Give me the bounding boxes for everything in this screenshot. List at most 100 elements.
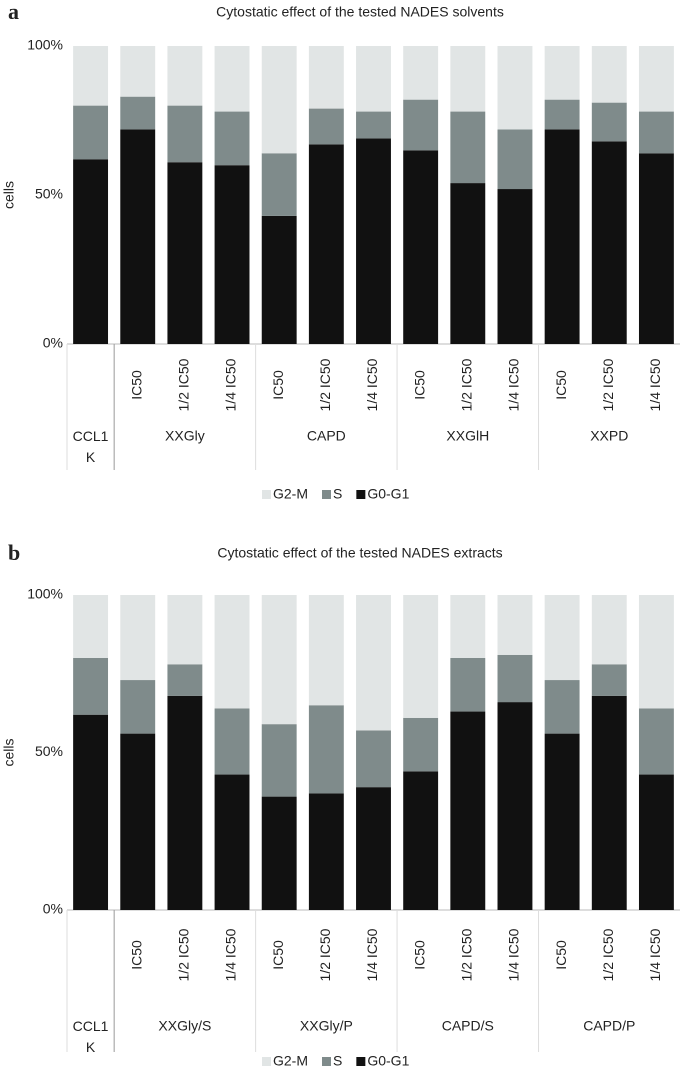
bar-segment	[214, 774, 250, 910]
x-tick-label: IC50	[411, 940, 427, 970]
bar-segment	[167, 664, 203, 696]
x-tick-label: 1/2 IC50	[459, 928, 475, 981]
bar-segment	[638, 46, 674, 112]
group-label: XXGly	[165, 428, 205, 444]
bar-segment	[544, 733, 580, 910]
bar-segment	[638, 774, 674, 910]
bar-segment	[261, 595, 297, 725]
legend-label: S	[333, 1053, 342, 1069]
bar-segment	[120, 733, 156, 910]
bar-segment	[167, 162, 203, 344]
chart-title: Cytostatic effect of the tested NADES ex…	[217, 545, 502, 561]
legend-label: S	[333, 486, 342, 502]
x-tick-label: 1/4 IC50	[506, 928, 522, 981]
x-tick-label: 1/4 IC50	[364, 358, 380, 411]
x-tick-label: 1/2 IC50	[600, 358, 616, 411]
bar-segment	[356, 111, 391, 139]
legend-swatch	[356, 490, 366, 499]
group-label: CAPD/P	[583, 1018, 635, 1034]
bar-segment	[544, 129, 580, 344]
bar-segment	[214, 111, 250, 166]
legend-swatch	[322, 490, 331, 499]
bar-segment	[261, 153, 297, 216]
bar-segment	[308, 108, 344, 145]
bar-segment	[638, 153, 674, 344]
bar-segment	[497, 595, 533, 655]
x-tick-label: 1/2 IC50	[459, 358, 475, 411]
bar-segment	[214, 708, 250, 775]
bar-segment	[544, 680, 580, 734]
x-tick-label: IC50	[553, 940, 569, 970]
bar-segment	[356, 138, 391, 344]
bar-segment	[497, 702, 533, 910]
bar-segment	[591, 46, 627, 103]
bar-segment	[73, 159, 109, 344]
x-tick-label: IC50	[128, 370, 144, 400]
bar-segment	[73, 105, 109, 160]
bar-segment	[356, 730, 391, 788]
bar-segment	[214, 595, 250, 709]
panel-label: a	[8, 0, 19, 24]
bar-segment	[167, 105, 203, 163]
bar-segment	[638, 595, 674, 709]
chart-title: Cytostatic effect of the tested NADES so…	[216, 4, 504, 20]
bar-segment	[450, 111, 486, 184]
bar-segment	[497, 46, 533, 130]
y-axis-label: cells	[1, 181, 17, 209]
x-tick-label: 1/4 IC50	[506, 358, 522, 411]
bar-segment	[403, 150, 439, 344]
x-tick-label: IC50	[411, 370, 427, 400]
bar-segment	[544, 595, 580, 681]
bar-segment	[450, 595, 486, 658]
y-tick-label: 100%	[27, 586, 63, 602]
group-label: CCL1 K	[73, 428, 109, 465]
bar-segment	[73, 658, 109, 715]
bar-segment	[214, 165, 250, 344]
bar-segment	[261, 215, 297, 344]
bar-segment	[403, 771, 439, 910]
bar-segment	[120, 129, 156, 344]
x-tick-label: 1/2 IC50	[176, 928, 192, 981]
bar-segment	[403, 595, 439, 718]
y-tick-label: 0%	[43, 335, 63, 351]
x-tick-label: IC50	[270, 370, 286, 400]
legend-swatch	[262, 1057, 271, 1066]
bar-segment	[497, 129, 533, 190]
bar-segment	[591, 141, 627, 344]
bar-segment	[308, 793, 344, 910]
x-tick-label: IC50	[270, 940, 286, 970]
bar-segment	[167, 46, 203, 106]
bar-segment	[308, 705, 344, 794]
x-tick-label: IC50	[128, 940, 144, 970]
bar-segment	[591, 695, 627, 910]
bar-segment	[73, 714, 109, 910]
x-tick-label: 1/2 IC50	[317, 928, 333, 981]
bar-segment	[591, 595, 627, 665]
group-label: CCL1 K	[73, 1018, 109, 1055]
bar-segment	[120, 96, 156, 130]
bar-segment	[591, 664, 627, 696]
bar-segment	[120, 595, 156, 681]
group-label: CAPD	[307, 428, 346, 444]
bar-segment	[308, 595, 344, 706]
bar-segment	[120, 46, 156, 97]
legend-swatch	[262, 490, 271, 499]
x-tick-label: 1/4 IC50	[647, 358, 663, 411]
panel-label: b	[8, 540, 20, 565]
legend-label: G2-M	[273, 486, 308, 502]
x-tick-label: 1/4 IC50	[223, 928, 239, 981]
bar-segment	[450, 183, 486, 344]
bar-segment	[73, 46, 109, 106]
bar-segment	[261, 46, 297, 154]
legend-swatch	[356, 1057, 366, 1066]
y-tick-label: 50%	[35, 743, 63, 759]
bar-segment	[497, 189, 533, 344]
bar-segment	[544, 46, 580, 100]
x-tick-label: 1/2 IC50	[317, 358, 333, 411]
bar-segment	[403, 717, 439, 772]
bar-segment	[308, 144, 344, 344]
bar-segment	[356, 46, 391, 112]
bar-segment	[73, 595, 109, 658]
x-tick-label: 1/4 IC50	[223, 358, 239, 411]
